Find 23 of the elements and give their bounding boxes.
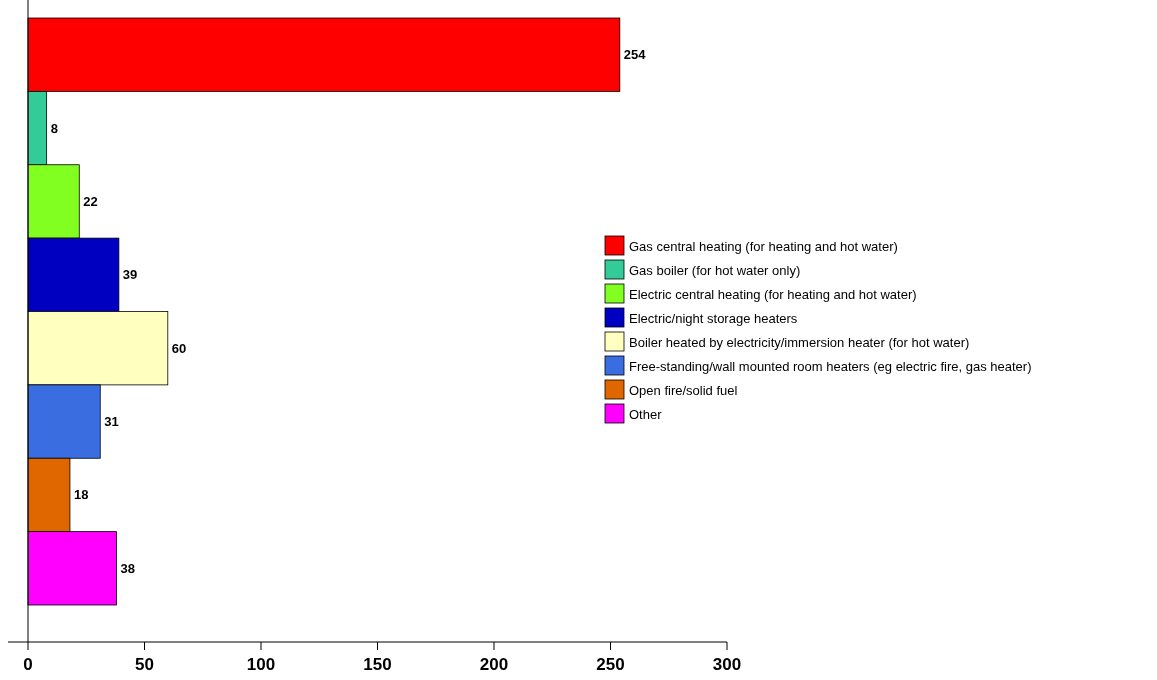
x-tick-label: 300	[712, 655, 742, 674]
legend-label: Gas boiler (for hot water only)	[629, 262, 801, 278]
legend-label: Open fire/solid fuel	[629, 382, 738, 398]
data-label: 38	[120, 560, 136, 576]
legend-label: Electric/night storage heaters	[629, 310, 798, 326]
data-label: 60	[171, 340, 187, 356]
data-label: 8	[50, 120, 58, 136]
x-tick-label: 100	[246, 655, 276, 674]
legend-label: Free-standing/wall mounted room heaters (eg electric fire, gas heater)	[629, 358, 1032, 374]
x-tick-label: 200	[479, 655, 509, 674]
legend-label: Gas central heating (for heating and hot water)	[629, 238, 898, 254]
data-label: 31	[104, 414, 119, 430]
x-tick-label: 150	[363, 655, 392, 674]
x-tick-label: 50	[135, 655, 154, 674]
data-label: 39	[122, 267, 138, 283]
x-tick-label: 0	[23, 655, 33, 674]
data-label: 254	[623, 47, 647, 63]
data-label: 18	[73, 487, 89, 503]
x-tick-label: 250	[596, 655, 625, 674]
data-label: 22	[83, 193, 98, 209]
legend-label: Boiler heated by electricity/immersion heater (for hot water)	[629, 334, 970, 350]
legend-label: Other	[629, 406, 663, 422]
legend-label: Electric central heating (for heating and hot water)	[629, 286, 917, 302]
